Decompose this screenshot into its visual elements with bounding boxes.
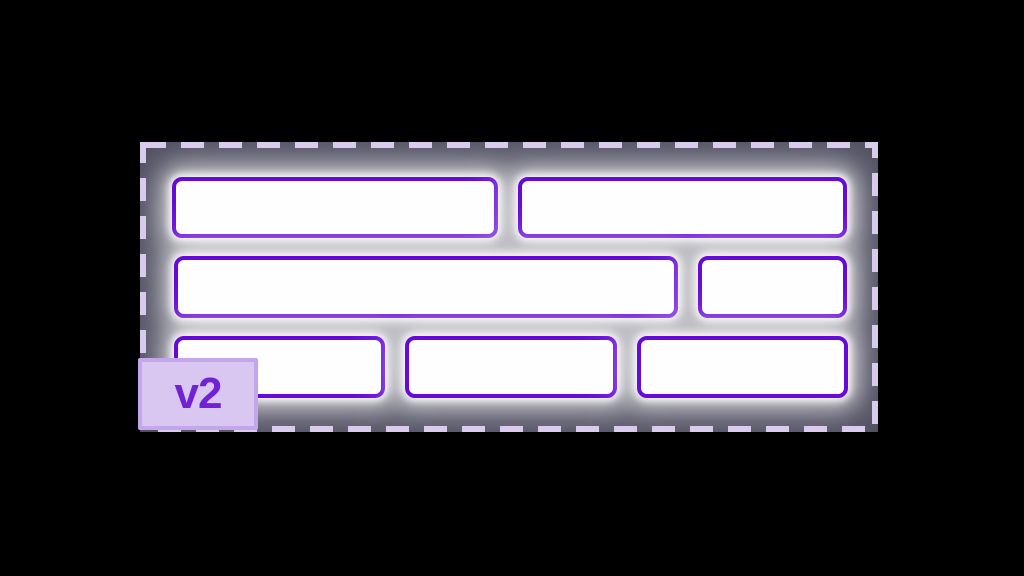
- wireframe-box-row2-wide: [174, 256, 678, 318]
- wireframe-box-row1-right: [518, 177, 847, 238]
- version-badge-label: v2: [174, 369, 223, 418]
- version-badge: v2: [138, 358, 258, 430]
- wireframe-frame: [140, 142, 878, 432]
- wireframe-box-row3-right: [637, 336, 848, 398]
- wireframe-box-row3-middle: [405, 336, 617, 398]
- wireframe-box-row1-left: [172, 177, 498, 238]
- wireframe-box-row2-small: [698, 256, 847, 318]
